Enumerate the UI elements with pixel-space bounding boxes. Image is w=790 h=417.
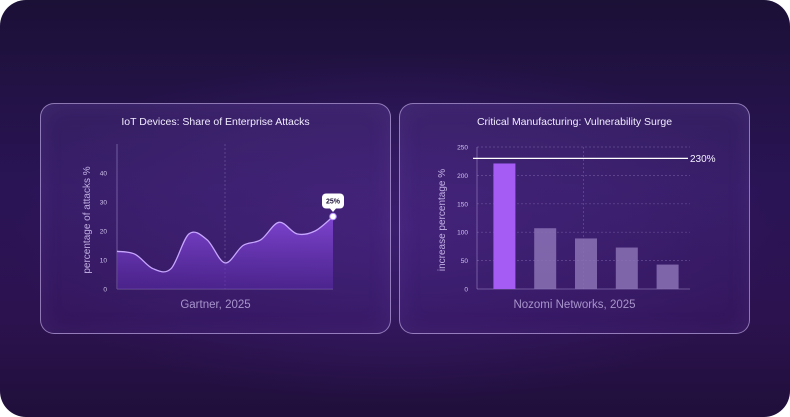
area-fill [117,216,333,289]
chart-source: Nozomi Networks, 2025 [513,299,636,311]
y-tick-label: 20 [100,229,108,236]
y-axis-label: percentage of attacks % [82,166,93,273]
chart-source: Gartner, 2025 [180,299,251,311]
reference-label: 230% [690,154,716,165]
callout-label: 25% [326,199,341,206]
y-tick-label: 200 [457,173,468,180]
bar [575,238,597,289]
data-point [329,212,337,221]
bar [615,247,638,289]
y-tick-label: 40 [100,171,108,178]
series-line [116,215,334,273]
chart-iot-svg: 0 10 20 30 40 25% percentage of attacks % [82,144,344,294]
bar [656,264,679,289]
chart-title: IoT Devices: Share of Enterprise Attacks [121,116,310,128]
y-tick-label: 100 [457,230,468,237]
chart-card-iot: IoT Devices: Share of Enterprise Attacks… [40,103,391,334]
callout-box [322,193,344,209]
chart-card-manufacturing: Critical Manufacturing: Vulnerability Su… [399,103,750,334]
y-tick-label: 10 [100,258,108,265]
y-tick-label: 250 [457,145,468,152]
bar [534,228,557,289]
y-axis-label: increase percentage % [437,169,448,271]
y-tick-label: 50 [461,258,469,265]
chart-manufacturing-svg: 0 50 100 150 200 250 230% increase percentage… [437,145,716,294]
y-tick-label: 0 [464,287,468,294]
y-tick-label: 150 [457,201,468,208]
callout-pointer [330,208,336,212]
bar [493,163,516,289]
y-tick-label: 0 [103,287,107,294]
chart-title: Critical Manufacturing: Vulnerability Su… [476,116,673,128]
y-tick-label: 30 [100,200,108,207]
